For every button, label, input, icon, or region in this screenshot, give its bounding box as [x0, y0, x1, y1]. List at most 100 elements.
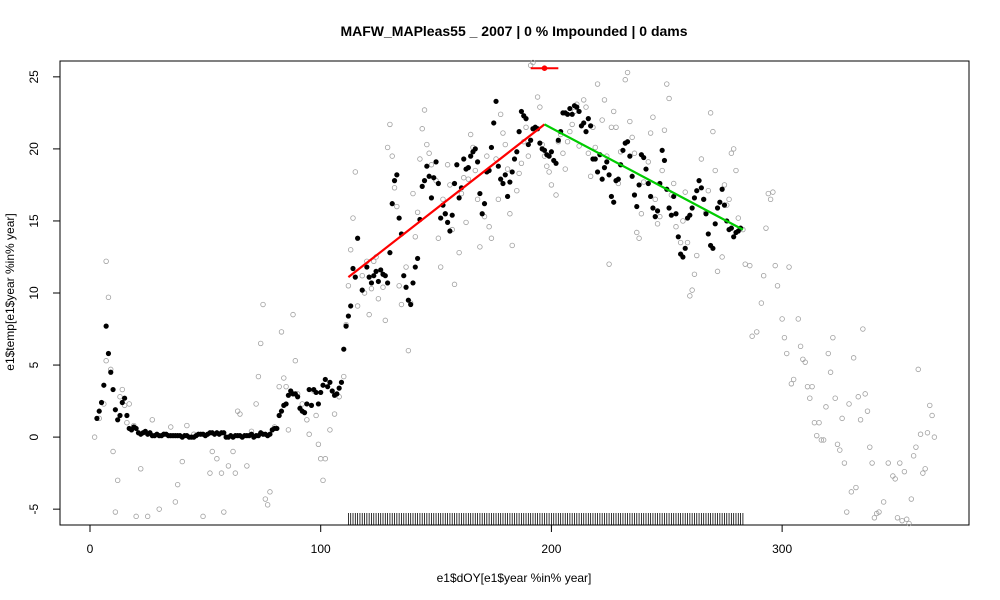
open-point — [322, 456, 329, 462]
y-tick-label: 25 — [27, 70, 41, 84]
open-point — [110, 448, 116, 455]
open-point — [403, 264, 409, 270]
open-point — [754, 329, 760, 335]
filled-point — [329, 388, 335, 394]
open-point — [103, 358, 109, 364]
open-point — [784, 350, 790, 357]
open-point — [832, 395, 838, 401]
filled-point — [389, 201, 395, 207]
chart-title: MAFW_MAPleas55 _ 2007 | 0 % Impounded | … — [340, 23, 687, 39]
open-point — [391, 185, 398, 191]
filled-point — [435, 180, 441, 187]
filled-point — [304, 401, 310, 407]
open-point — [488, 235, 495, 241]
open-point — [857, 417, 864, 423]
open-point — [156, 506, 162, 512]
open-point — [283, 383, 289, 390]
y-axis: -5 0 5 10 15 20 25 — [27, 70, 61, 514]
open-point — [447, 182, 453, 188]
filled-point — [124, 412, 130, 419]
filled-point — [334, 391, 340, 397]
open-point — [721, 182, 728, 188]
open-point — [920, 470, 926, 476]
open-point — [387, 121, 393, 128]
filled-point — [221, 430, 227, 436]
open-point — [599, 117, 605, 123]
open-point — [802, 359, 808, 365]
filled-point — [276, 412, 282, 419]
open-point — [880, 499, 887, 505]
open-point — [770, 189, 776, 195]
open-point — [267, 489, 273, 495]
filled-point — [567, 105, 573, 112]
filled-point — [661, 157, 668, 164]
open-point — [809, 383, 815, 390]
filled-point — [421, 178, 428, 184]
filled-point — [493, 98, 499, 104]
open-point — [924, 430, 931, 436]
open-point — [119, 386, 125, 393]
open-point — [689, 287, 695, 293]
open-point — [827, 369, 834, 375]
filled-point — [668, 212, 674, 218]
open-point — [304, 417, 310, 423]
open-point — [440, 196, 446, 203]
open-point — [631, 150, 638, 156]
open-point — [839, 415, 845, 422]
filled-point — [444, 219, 451, 225]
peak-point — [541, 65, 548, 72]
filled-point — [592, 156, 598, 162]
open-point — [606, 261, 612, 267]
filled-point — [348, 303, 354, 309]
open-point — [691, 271, 698, 277]
y-tick-label: -5 — [27, 503, 41, 514]
open-point — [876, 509, 882, 515]
filled-point — [101, 382, 107, 388]
x-tick-label: 0 — [87, 542, 94, 556]
open-point — [461, 175, 467, 181]
filled-point — [627, 153, 633, 159]
open-point — [712, 167, 718, 174]
open-point — [382, 317, 389, 324]
open-point — [710, 128, 716, 135]
open-point — [218, 470, 225, 476]
open-point — [546, 169, 552, 175]
filled-point — [606, 172, 612, 178]
filled-point — [599, 176, 605, 182]
filled-point — [438, 215, 444, 221]
open-point — [435, 235, 442, 241]
rising-segment — [347, 123, 546, 279]
y-tick-label: 20 — [27, 142, 41, 156]
filled-point — [477, 190, 483, 197]
open-point — [428, 162, 435, 168]
filled-point — [548, 149, 555, 155]
open-point — [682, 189, 688, 195]
filled-point — [405, 297, 411, 303]
open-point — [516, 170, 522, 177]
open-point — [705, 187, 711, 194]
open-point — [652, 196, 658, 203]
open-point — [786, 264, 792, 270]
open-point — [726, 196, 732, 203]
filled-point — [371, 273, 377, 279]
filled-point — [295, 394, 301, 400]
open-point — [354, 303, 361, 309]
filled-point — [574, 104, 580, 110]
open-point — [394, 203, 400, 210]
open-point — [292, 358, 299, 364]
y-tick-label: 10 — [27, 286, 41, 300]
open-point — [421, 107, 428, 113]
open-point — [772, 262, 778, 269]
open-point — [327, 427, 333, 433]
open-point — [647, 130, 654, 136]
filled-point — [634, 203, 640, 210]
open-point — [463, 219, 469, 226]
open-point — [594, 81, 601, 87]
open-point — [917, 431, 924, 437]
open-point — [562, 166, 568, 172]
filled-point — [308, 402, 315, 408]
filled-point — [474, 159, 481, 165]
open-point — [124, 419, 130, 426]
open-point — [345, 283, 352, 289]
open-point — [622, 77, 628, 83]
